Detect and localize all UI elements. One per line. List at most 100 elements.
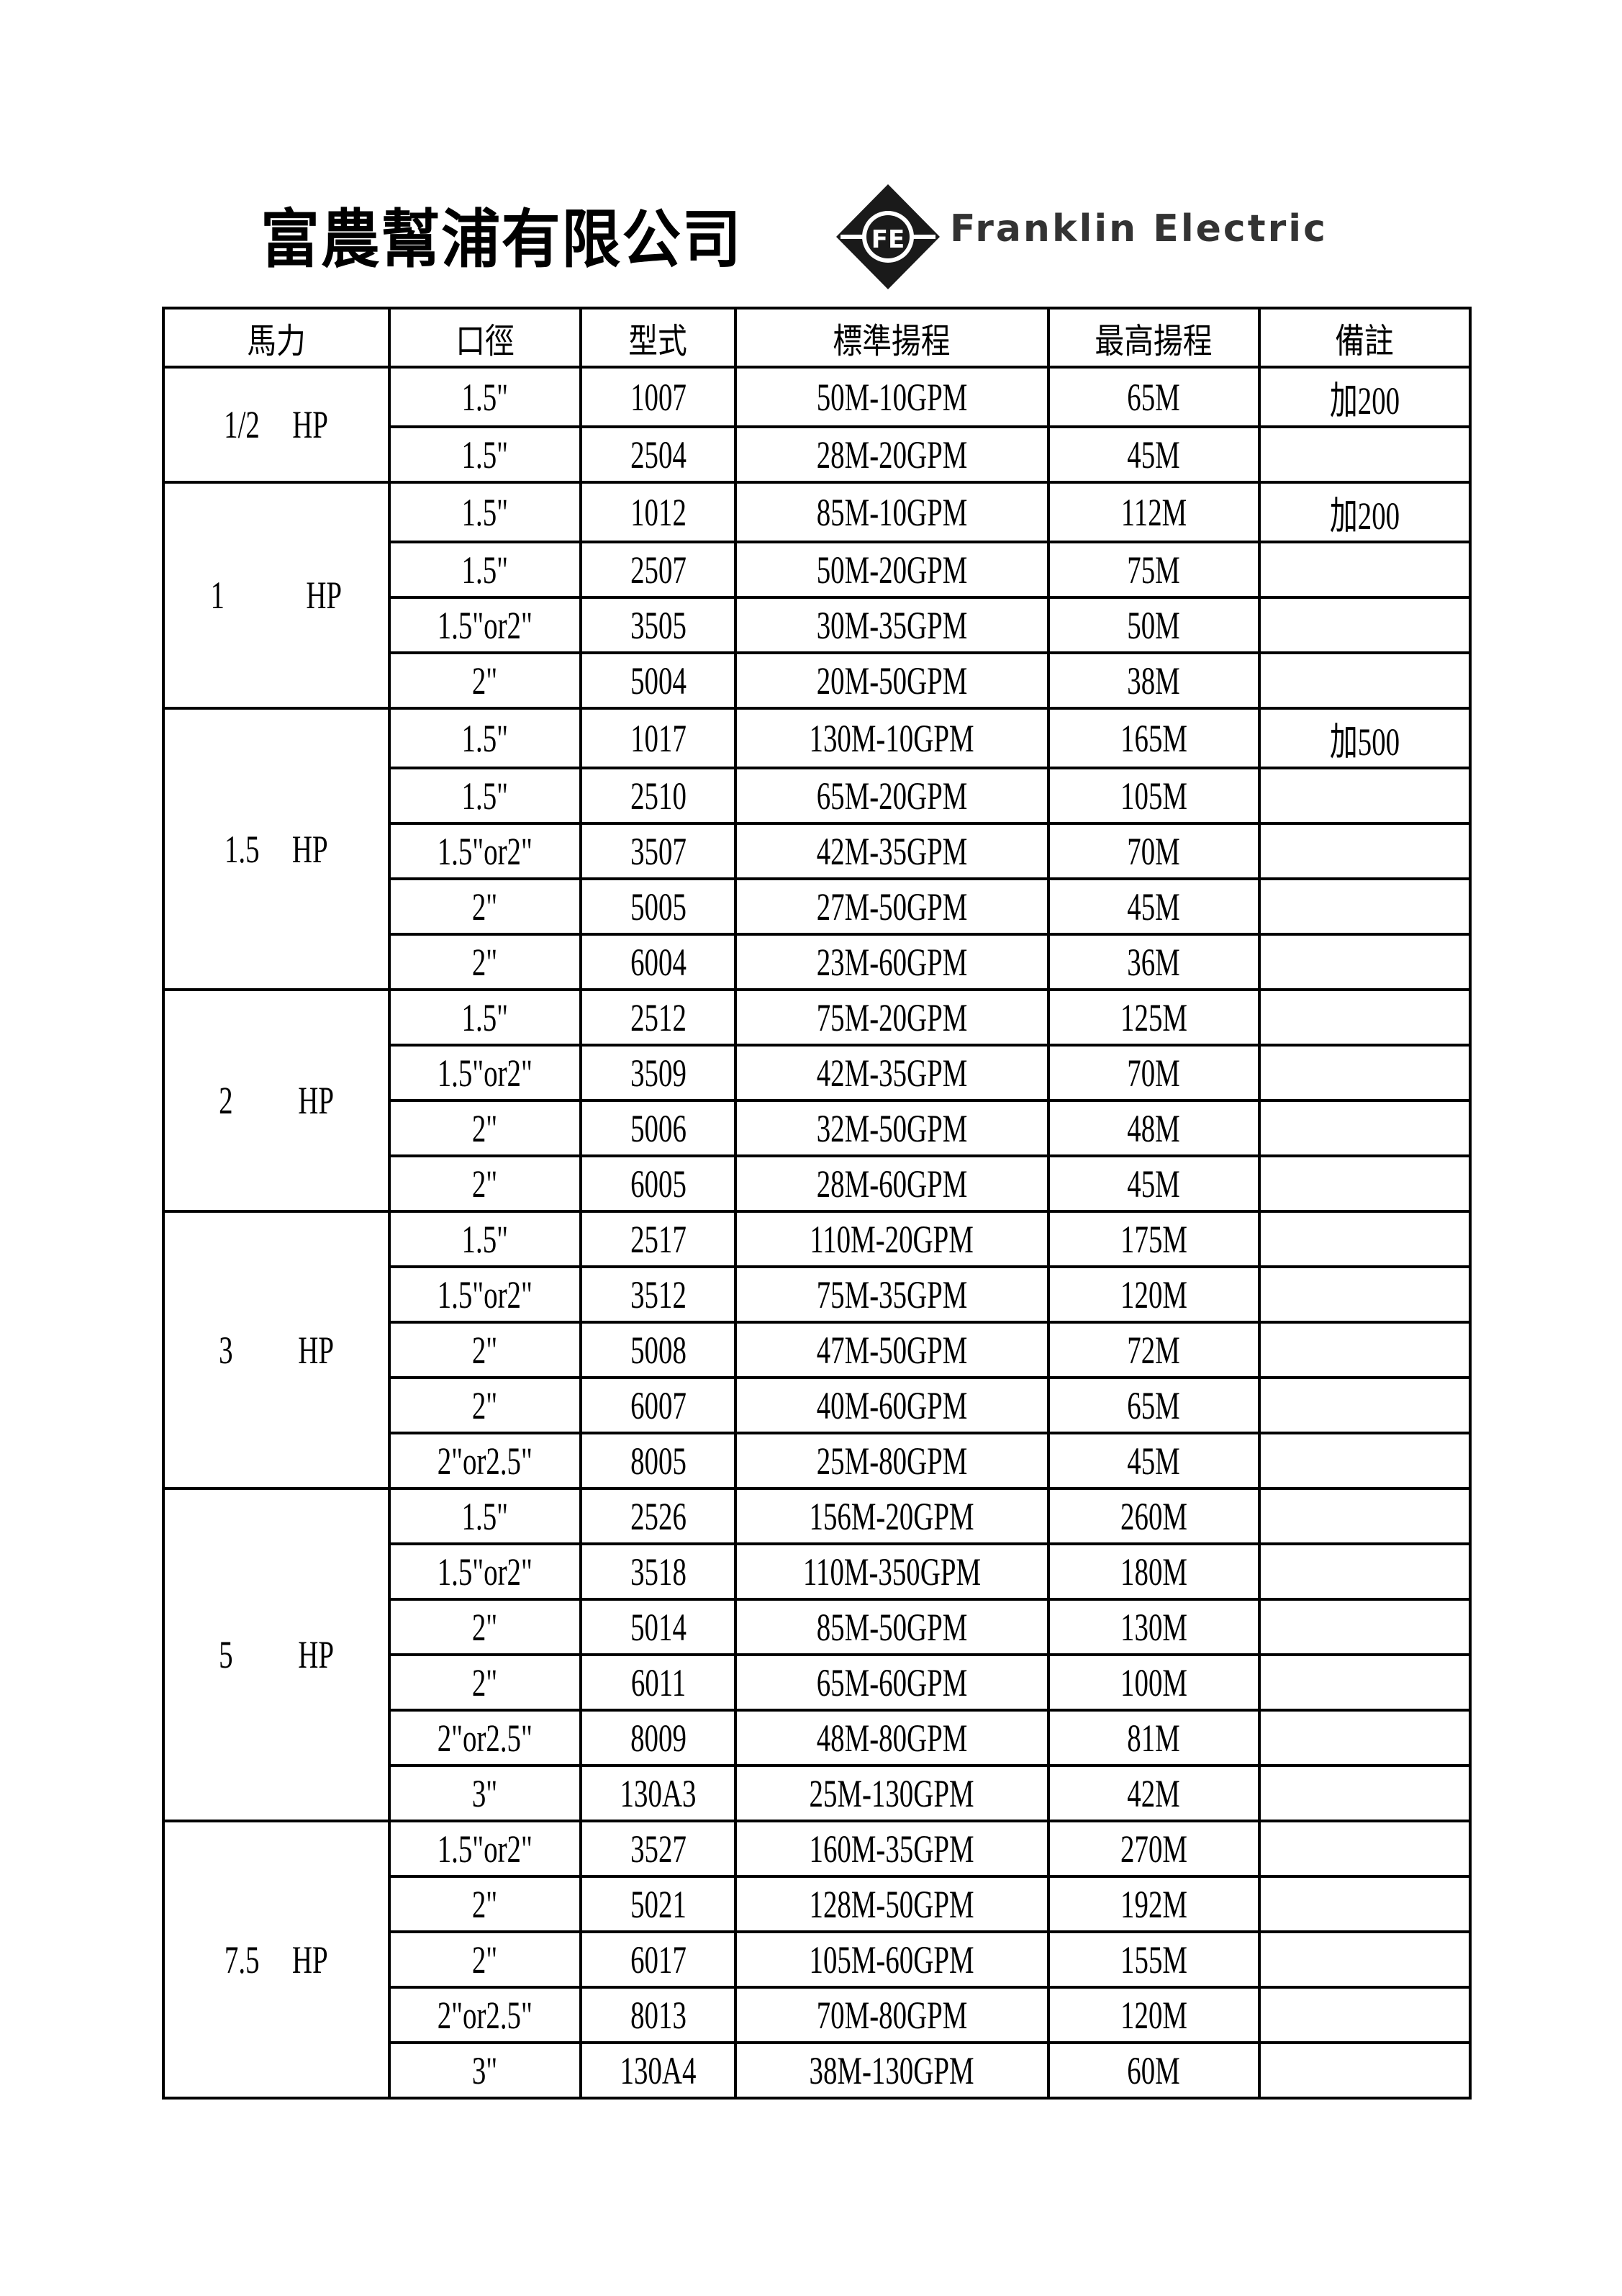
inlet-size-cell: 3" — [388, 2041, 582, 2100]
cell-text: 1007 — [630, 375, 687, 419]
standard-head-cell: 85M-10GPM — [734, 481, 1050, 543]
remark-cell — [1258, 1265, 1472, 1324]
table-row: 2"or2.5" 8013 70M-80GPM 120M — [163, 1986, 1472, 2044]
cell-text: 2" — [472, 1882, 498, 1926]
cell-text: 23M-60GPM — [816, 940, 968, 984]
cell-text: 192M — [1120, 1882, 1187, 1926]
cell-text: 8009 — [630, 1716, 687, 1760]
max-head-cell: 175M — [1047, 1210, 1261, 1268]
remark-cell: 加200 — [1258, 481, 1472, 543]
remark-cell — [1258, 1487, 1472, 1545]
cell-text: 45M — [1127, 433, 1181, 476]
standard-head-cell: 25M-130GPM — [734, 1764, 1050, 1822]
cell-text: 2"or2.5" — [437, 1716, 533, 1760]
cell-text: 加200 — [1329, 379, 1400, 422]
cell-text: 加200 — [1329, 494, 1400, 538]
table-row: 1.5" 2507 50M-20GPM 75M — [163, 541, 1472, 599]
remark-cell — [1258, 2041, 1472, 2100]
cell-text: 50M-20GPM — [816, 548, 968, 592]
model-cell: 5006 — [579, 1099, 737, 1157]
inlet-size-cell: 2" — [388, 1376, 582, 1434]
table-row: 2"or2.5" 8009 48M-80GPM 81M — [163, 1709, 1472, 1767]
table-row: 1/2 HP 1.5" 1007 50M-10GPM 65M 加200 — [162, 366, 1472, 484]
remark-cell — [1258, 1376, 1472, 1434]
table-row: 1.5" 2504 28M-20GPM 45M — [163, 425, 1472, 484]
model-cell: 5005 — [579, 877, 737, 936]
cell-text: 48M-80GPM — [816, 1716, 968, 1760]
cell-text: 110M-350GPM — [802, 1550, 981, 1594]
cell-text: 130M — [1120, 1605, 1187, 1649]
horsepower-label: 3 HP — [219, 1328, 334, 1372]
max-head-cell: 60M — [1047, 2041, 1261, 2100]
cell-text: 2510 — [630, 774, 687, 818]
max-head-cell: 42M — [1047, 1764, 1261, 1822]
cell-text: 1.5"or2" — [437, 1273, 533, 1316]
table-row: 3 HP 1.5" 2517 110M-20GPM 175M — [162, 1210, 1472, 1490]
standard-head-cell: 65M-20GPM — [734, 767, 1050, 825]
cell-text: 6004 — [630, 940, 687, 984]
standard-head-cell: 65M-60GPM — [734, 1653, 1050, 1712]
model-cell: 2507 — [579, 541, 737, 599]
cell-text: 120M — [1120, 1993, 1187, 2037]
cell-text: 65M-60GPM — [816, 1660, 968, 1704]
standard-head-cell: 85M-50GPM — [734, 1598, 1050, 1656]
column-header-label: 最高揚程 — [1095, 321, 1213, 361]
table-header-row: 馬力 口徑 型式 標準揚程 最高揚程 備註 — [162, 307, 1472, 369]
cell-text: 2517 — [630, 1217, 687, 1261]
remark-cell — [1258, 541, 1472, 599]
cell-text: 6017 — [630, 1938, 687, 1981]
horsepower-label: 5 HP — [219, 1633, 334, 1676]
cell-text: 156M-20GPM — [809, 1494, 974, 1538]
model-cell: 1007 — [579, 366, 737, 428]
cell-text: 3505 — [630, 603, 687, 647]
cell-text: 25M-80GPM — [816, 1439, 968, 1483]
inlet-size-cell: 3" — [388, 1764, 582, 1822]
cell-text: 45M — [1127, 1439, 1181, 1483]
remark-cell — [1258, 1986, 1472, 2044]
inlet-size-cell: 1.5" — [388, 707, 582, 769]
cell-text: 70M-80GPM — [816, 1993, 968, 2037]
standard-head-cell: 110M-20GPM — [734, 1210, 1050, 1268]
standard-head-cell: 50M-10GPM — [734, 366, 1050, 428]
model-cell: 3512 — [579, 1265, 737, 1324]
horsepower-label: 1.5 HP — [225, 827, 328, 871]
model-cell: 8005 — [579, 1432, 737, 1490]
pump-spec-table: 馬力 口徑 型式 標準揚程 最高揚程 備註 1/2 HP 1.5" 1007 50M-10GPM… — [162, 307, 1472, 2100]
cell-text: 2504 — [630, 433, 687, 476]
inlet-size-cell: 2"or2.5" — [388, 1432, 582, 1490]
cell-text: 2" — [472, 1938, 498, 1981]
model-cell: 3509 — [579, 1044, 737, 1102]
horsepower-label: 1/2 HP — [224, 403, 329, 446]
remark-cell — [1258, 1044, 1472, 1102]
cell-text: 5021 — [630, 1882, 687, 1926]
table-row: 3" 130A4 38M-130GPM 60M — [163, 2041, 1472, 2100]
remark-cell — [1258, 1930, 1472, 1989]
column-header-label: 口徑 — [456, 321, 515, 361]
cell-text: 60M — [1127, 2048, 1181, 2092]
inlet-size-cell: 1.5" — [388, 988, 582, 1047]
column-header: 口徑 — [388, 307, 582, 369]
inlet-size-cell: 1.5"or2" — [388, 1265, 582, 1324]
remark-cell — [1258, 1764, 1472, 1822]
inlet-size-cell: 1.5"or2" — [388, 1542, 582, 1601]
cell-text: 125M — [1120, 995, 1187, 1039]
horsepower-label: 1 HP — [210, 574, 343, 617]
cell-text: 1.5" — [461, 774, 509, 818]
standard-head-cell: 27M-50GPM — [734, 877, 1050, 936]
table-row: 2" 5008 47M-50GPM 72M — [163, 1321, 1472, 1379]
cell-text: 3509 — [630, 1051, 687, 1095]
table-row: 1.5"or2" 3509 42M-35GPM 70M — [163, 1044, 1472, 1102]
max-head-cell: 125M — [1047, 988, 1261, 1047]
remark-cell — [1258, 596, 1472, 654]
cell-text: 3512 — [630, 1273, 687, 1316]
inlet-size-cell: 1.5" — [388, 767, 582, 825]
cell-text: 42M-35GPM — [816, 1051, 968, 1095]
cell-text: 38M — [1127, 659, 1181, 702]
max-head-cell: 105M — [1047, 767, 1261, 825]
cell-text: 85M-50GPM — [816, 1605, 968, 1649]
cell-text: 45M — [1127, 885, 1181, 928]
max-head-cell: 65M — [1047, 1376, 1261, 1434]
standard-head-cell: 30M-35GPM — [734, 596, 1050, 654]
model-cell: 130A3 — [579, 1764, 737, 1822]
cell-text: 75M — [1127, 548, 1181, 592]
